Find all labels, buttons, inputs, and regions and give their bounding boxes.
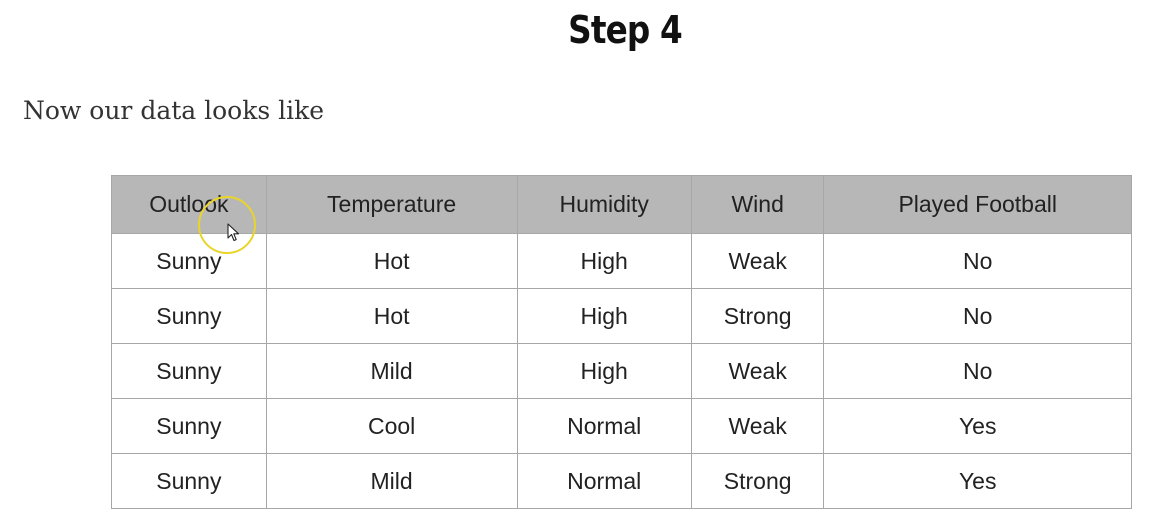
cell-played-football: No — [823, 343, 1132, 399]
cell-played-football: Yes — [823, 398, 1132, 454]
table-row: Sunny Cool Normal Weak Yes — [111, 398, 1132, 454]
cell-temperature: Hot — [265, 288, 518, 344]
table-row: Sunny Hot High Strong No — [111, 288, 1132, 344]
table-row: Sunny Mild Normal Strong Yes — [111, 453, 1132, 509]
intro-text: Now our data looks like — [23, 96, 325, 125]
cell-humidity: High — [516, 288, 692, 344]
cell-humidity: High — [516, 233, 692, 289]
header-temperature: Temperature — [265, 175, 518, 234]
cell-played-football: Yes — [823, 453, 1132, 509]
data-table: Outlook Temperature Humidity Wind Played… — [111, 175, 1132, 509]
cell-played-football: No — [823, 233, 1132, 289]
page-title: Step 4 — [568, 8, 683, 52]
cell-outlook: Sunny — [111, 233, 267, 289]
cell-outlook: Sunny — [111, 398, 267, 454]
cell-outlook: Sunny — [111, 343, 267, 399]
cell-temperature: Cool — [265, 398, 518, 454]
cell-humidity: Normal — [516, 398, 692, 454]
table-row: Sunny Hot High Weak No — [111, 233, 1132, 289]
cell-wind: Weak — [690, 233, 825, 289]
cell-outlook: Sunny — [111, 288, 267, 344]
cell-wind: Weak — [690, 343, 825, 399]
cell-wind: Weak — [690, 398, 825, 454]
cell-wind: Strong — [690, 288, 825, 344]
cell-humidity: High — [516, 343, 692, 399]
cell-temperature: Mild — [265, 343, 518, 399]
header-played-football: Played Football — [823, 175, 1132, 234]
cell-humidity: Normal — [516, 453, 692, 509]
header-wind: Wind — [690, 175, 825, 234]
cell-temperature: Mild — [265, 453, 518, 509]
header-humidity: Humidity — [516, 175, 692, 234]
header-outlook: Outlook — [111, 175, 267, 234]
table-row: Sunny Mild High Weak No — [111, 343, 1132, 399]
cell-outlook: Sunny — [111, 453, 267, 509]
cell-played-football: No — [823, 288, 1132, 344]
table-header-row: Outlook Temperature Humidity Wind Played… — [111, 175, 1132, 234]
cell-wind: Strong — [690, 453, 825, 509]
cell-temperature: Hot — [265, 233, 518, 289]
